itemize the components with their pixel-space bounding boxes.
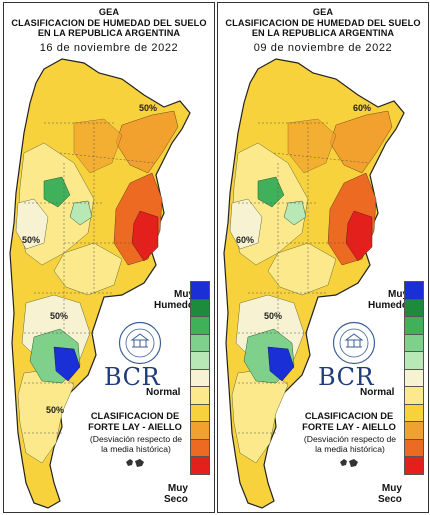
argentina-moisture-map: 50% 50% 50% 50%	[9, 58, 191, 509]
legend-very-wet-label: Muy Humedo	[368, 289, 408, 311]
map-header: GEA CLASIFICACION DE HUMEDAD DEL SUELO E…	[218, 7, 428, 55]
legend-color-scale	[404, 281, 424, 475]
legend-swatch	[190, 299, 210, 317]
legend-swatch	[404, 369, 424, 387]
bcr-seal-logo	[332, 321, 376, 365]
zone-wet-center-2	[69, 200, 93, 226]
soil-moisture-map-panel-nov16: GEA CLASIFICACION DE HUMEDAD DEL SUELO E…	[3, 2, 215, 513]
province-lines	[238, 122, 369, 434]
legend-swatch	[404, 439, 424, 457]
contour-label: 50%	[22, 235, 40, 245]
legend-swatch	[190, 387, 210, 405]
zone-dry-north	[287, 118, 337, 174]
map-date: 09 de noviembre de 2022	[253, 41, 393, 54]
legend-swatch	[190, 334, 210, 352]
legend-swatch	[404, 422, 424, 440]
legend-swatch	[190, 404, 210, 422]
falkland-islands-icon	[340, 459, 358, 467]
legend-swatch	[404, 404, 424, 422]
contour-label: 60%	[353, 103, 371, 113]
legend-very-wet-label: Muy Humedo	[154, 289, 194, 311]
zone-dry-northeast	[329, 110, 393, 174]
legend-very-dry-label: Muy Seco	[164, 483, 188, 505]
classification-title: CLASIFICACION DE FORTE LAY - AIELLO	[88, 411, 182, 432]
legend-swatch	[190, 281, 210, 300]
legend-swatch	[190, 317, 210, 335]
legend-swatch	[404, 352, 424, 370]
legend-swatch	[404, 317, 424, 335]
map-date: 16 de noviembre de 2022	[39, 41, 179, 54]
map-title-line2: EN LA REPUBLICA ARGENTINA	[251, 28, 395, 38]
zone-normal-west	[229, 198, 263, 250]
classification-description: (Desviación respecto de la media históri…	[303, 434, 397, 454]
soil-moisture-map-panel-nov09: GEA CLASIFICACION DE HUMEDAD DEL SUELO E…	[217, 2, 429, 513]
contour-label: 50%	[46, 405, 64, 415]
map-title-line1: CLASIFICACION DE HUMEDAD DEL SUELO	[11, 17, 207, 28]
classification-title: CLASIFICACION DE FORTE LAY - AIELLO	[302, 411, 396, 432]
contour-label: 50%	[264, 311, 282, 321]
classification-description: (Desviación respecto de la media históri…	[89, 434, 183, 454]
legend-swatch	[190, 422, 210, 440]
zone-very-wet-south	[53, 346, 81, 382]
legend-swatch	[404, 334, 424, 352]
zone-very-dry	[345, 210, 373, 262]
contour-label: 50%	[50, 311, 68, 321]
zone-normal-west	[15, 198, 49, 250]
map-title-line1: CLASIFICACION DE HUMEDAD DEL SUELO	[225, 17, 421, 28]
legend-swatch	[404, 281, 424, 300]
contour-label: 50%	[139, 103, 157, 113]
province-lines	[24, 122, 155, 434]
zone-dry-northeast	[115, 110, 179, 174]
zone-very-dry	[131, 210, 159, 262]
bcr-seal-logo	[118, 321, 162, 365]
contour-label: 60%	[236, 235, 254, 245]
map-header: GEA CLASIFICACION DE HUMEDAD DEL SUELO E…	[4, 7, 214, 55]
falkland-islands-icon	[126, 459, 144, 467]
legend-swatch	[190, 457, 210, 475]
legend-swatch	[404, 299, 424, 317]
zone-wet-center-2	[283, 200, 307, 226]
legend-swatch	[190, 352, 210, 370]
legend-very-dry-label: Muy Seco	[378, 483, 402, 505]
legend-color-scale	[190, 281, 210, 475]
zone-light-center	[267, 242, 337, 296]
map-title-line2: EN LA REPUBLICA ARGENTINA	[37, 28, 181, 38]
bcr-logo-text: BCR	[104, 363, 161, 391]
legend-swatch	[190, 369, 210, 387]
legend-normal-label: Normal	[146, 387, 181, 398]
legend-normal-label: Normal	[360, 387, 395, 398]
legend-swatch	[190, 439, 210, 457]
bcr-logo-text: BCR	[318, 363, 375, 391]
zone-light-center	[53, 242, 123, 296]
zone-dry-north	[73, 118, 123, 174]
zone-very-wet-south	[267, 346, 295, 382]
legend-swatch	[404, 457, 424, 475]
argentina-moisture-map: 60% 60% 50%	[223, 58, 405, 509]
legend-swatch	[404, 387, 424, 405]
org-name: GEA	[312, 7, 334, 17]
org-name: GEA	[98, 7, 120, 17]
